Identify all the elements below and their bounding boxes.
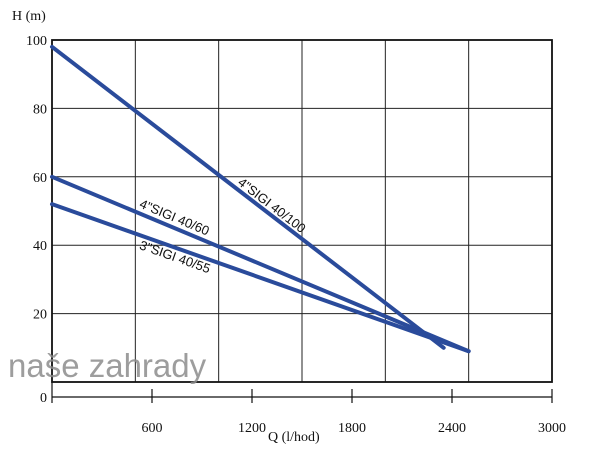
y-tick-label: 60 <box>33 171 47 186</box>
series-line <box>50 174 471 354</box>
x-axis-title: Q (l/hod) <box>268 430 320 445</box>
y-tick-label: 20 <box>33 308 47 323</box>
watermark-logo: naše zahrady <box>8 347 207 384</box>
x-tick-label: 600 <box>142 421 163 436</box>
series-line <box>50 44 446 350</box>
y-tick-label: 40 <box>33 239 47 254</box>
chart-grid <box>51 39 553 383</box>
plot-frame <box>51 39 553 383</box>
x-tick-label: 1200 <box>238 421 266 436</box>
x-tick-label: 2400 <box>438 421 466 436</box>
chart-ticks: 600 1200 1800 2400 3000 0 20 40 60 80 100 <box>26 34 566 436</box>
x-tick-label: 1800 <box>338 421 366 436</box>
x-tick-label: 3000 <box>538 421 566 436</box>
series-label: 4"SIGI 40/100 <box>235 174 309 235</box>
y-tick-label: 80 <box>33 102 47 117</box>
series-line <box>50 202 471 354</box>
y-tick-label: 100 <box>26 34 47 49</box>
y-tick-label: 0 <box>40 391 47 406</box>
y-axis-title: H (m) <box>12 9 46 24</box>
